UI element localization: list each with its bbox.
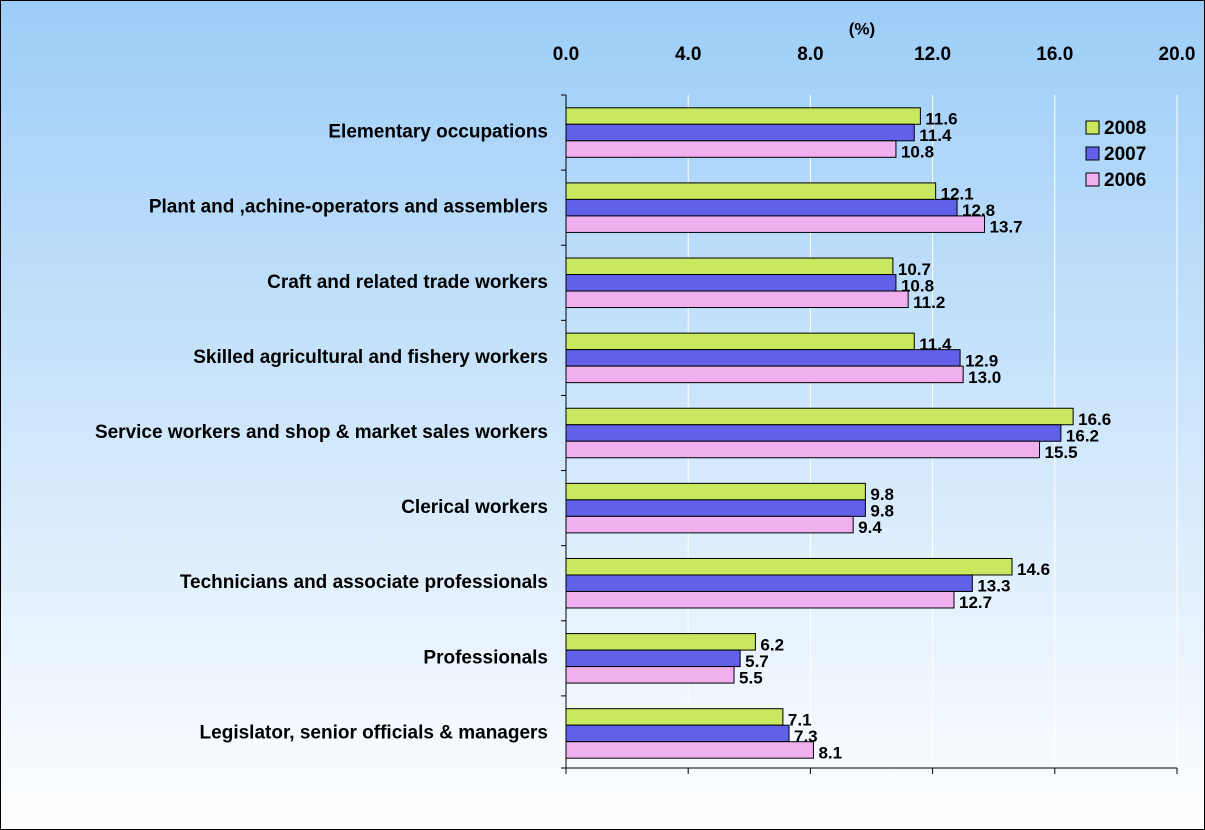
bar [565, 274, 897, 292]
y-tick-label: Professionals [423, 647, 548, 668]
x-tick-label: 20.0 [1159, 44, 1196, 65]
bar [565, 590, 955, 609]
data-label: 9.8 [870, 502, 894, 521]
bar [565, 198, 958, 217]
y-tick-label: Elementary occupations [328, 122, 548, 143]
legend-swatch [1085, 120, 1100, 135]
bar [565, 349, 961, 367]
data-label: 8.1 [818, 743, 842, 762]
bar [565, 123, 915, 142]
y-tick-label: Clerical workers [401, 497, 548, 518]
data-label: 11.4 [919, 335, 952, 354]
data-label: 10.8 [901, 143, 934, 162]
y-tick-label: Legislator, senior officials & managers [200, 722, 548, 743]
bar [565, 741, 814, 759]
bar [565, 440, 1041, 459]
data-label: 6.2 [760, 635, 784, 654]
legend-label: 2007 [1104, 144, 1146, 165]
bar [565, 499, 866, 517]
data-label: 10.8 [901, 276, 934, 295]
y-tick-label: Service workers and shop & market sales … [95, 422, 548, 443]
bar [565, 332, 915, 351]
bar [565, 290, 909, 309]
data-label: 5.7 [745, 652, 769, 671]
bar [565, 574, 973, 592]
data-label: 13.7 [990, 218, 1023, 237]
data-label: 13.0 [968, 368, 1001, 387]
bar [565, 649, 741, 668]
data-label: 11.4 [919, 126, 952, 145]
bar [565, 365, 964, 384]
data-label: 16.2 [1066, 426, 1099, 445]
legend-swatch [1085, 172, 1100, 187]
data-label: 12.9 [965, 351, 998, 370]
data-label: 15.5 [1045, 443, 1078, 462]
x-tick-label: 16.0 [1036, 44, 1073, 65]
data-label: 9.4 [858, 518, 882, 537]
x-tick-label: 0.0 [553, 44, 579, 65]
data-label: 11.6 [925, 110, 957, 129]
data-label: 12.8 [962, 201, 995, 220]
data-label: 7.3 [794, 727, 818, 746]
y-tick-label: Skilled agricultural and fishery workers [193, 347, 548, 368]
data-label: 12.7 [959, 593, 992, 612]
data-label: 10.7 [898, 260, 931, 279]
x-tick-label: 4.0 [675, 44, 701, 65]
bar [565, 482, 866, 501]
legend-swatch [1085, 146, 1100, 161]
bar [565, 724, 790, 743]
bar [565, 666, 735, 684]
bar [565, 515, 854, 534]
x-tick-label: 8.0 [797, 44, 823, 65]
y-tick-label: Craft and related trade workers [267, 272, 548, 293]
data-label: 11.2 [913, 293, 945, 312]
data-label: 7.1 [788, 710, 812, 729]
bar [565, 424, 1062, 442]
data-label: 13.3 [977, 577, 1010, 596]
bar [565, 107, 921, 125]
y-tick-label: Plant and ,achine-operators and assemble… [149, 197, 548, 218]
axis-unit: (%) [849, 19, 875, 38]
y-tick-label: Technicians and associate professionals [180, 572, 548, 593]
bar [565, 182, 937, 200]
x-tick-label: 12.0 [914, 44, 951, 65]
data-label: 16.6 [1078, 410, 1111, 429]
bar [565, 708, 784, 726]
bar [565, 633, 756, 651]
bar [565, 257, 894, 276]
data-label: 14.6 [1017, 560, 1050, 579]
bar [565, 557, 1013, 576]
bar [565, 407, 1074, 426]
data-label: 12.1 [941, 185, 974, 204]
data-label: 9.8 [870, 485, 894, 504]
legend-label: 2006 [1104, 170, 1146, 191]
data-label: 5.5 [739, 668, 763, 687]
bar [565, 140, 897, 158]
bar [565, 215, 986, 233]
legend-label: 2008 [1104, 118, 1146, 139]
